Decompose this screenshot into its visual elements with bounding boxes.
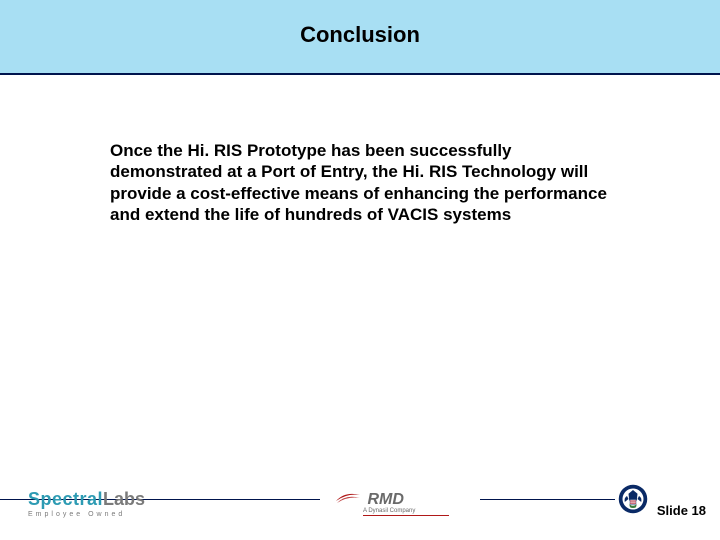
- logo-spectral-word2: Labs: [103, 489, 145, 509]
- header-band: Conclusion: [0, 0, 720, 75]
- slide-title: Conclusion: [0, 22, 720, 48]
- dhs-seal-icon: [618, 484, 648, 514]
- logo-rmd-text: RMD: [367, 491, 403, 508]
- slide-number: Slide 18: [657, 503, 706, 518]
- logo-spectral-word1: Spectral: [28, 489, 103, 509]
- logo-rmd-rule: [363, 515, 449, 516]
- rmd-swoosh-icon: [335, 490, 361, 509]
- body-text: Once the Hi. RIS Prototype has been succ…: [110, 140, 620, 225]
- logo-rmd: RMD A Dynasil Company: [335, 490, 449, 516]
- body-area: Once the Hi. RIS Prototype has been succ…: [110, 140, 620, 225]
- logo-spectral-labs: SpectralLabs Employee Owned: [28, 489, 208, 518]
- footer-rule-right: [480, 499, 615, 501]
- logo-spectral-tagline: Employee Owned: [28, 511, 208, 518]
- footer: SpectralLabs Employee Owned RMD A Dynasi…: [0, 474, 720, 522]
- logo-rmd-subtext: A Dynasil Company: [363, 508, 449, 514]
- header-rule: [0, 73, 720, 75]
